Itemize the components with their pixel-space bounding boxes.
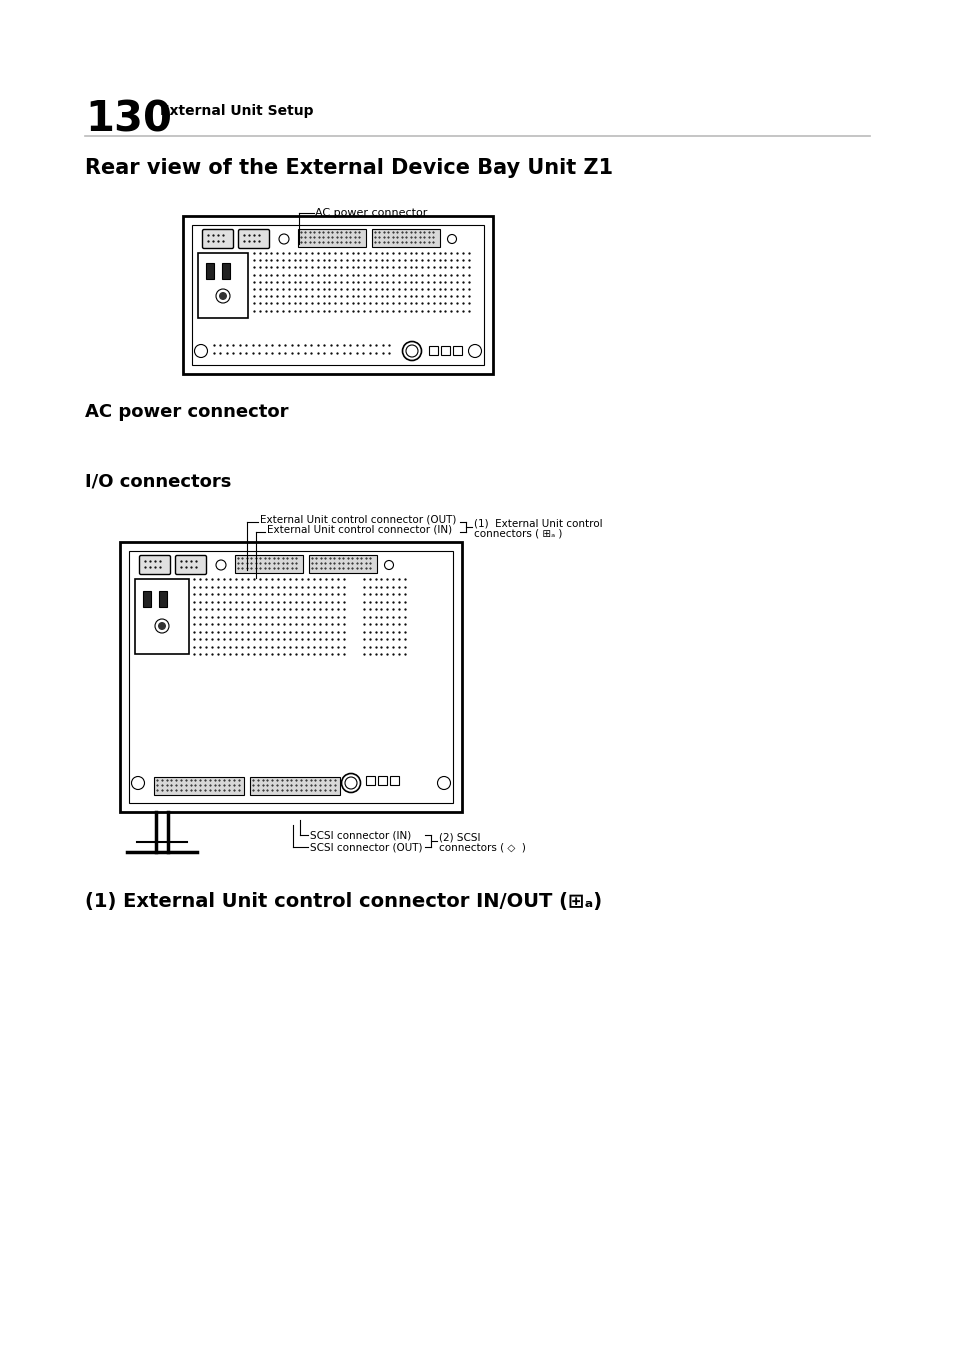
Circle shape — [215, 289, 230, 303]
FancyBboxPatch shape — [238, 230, 269, 249]
Bar — [372, 230, 439, 247]
Circle shape — [437, 777, 450, 789]
Bar — [297, 230, 366, 247]
Text: External Unit control connector (OUT): External Unit control connector (OUT) — [260, 515, 456, 526]
Bar — [366, 775, 375, 785]
Circle shape — [341, 774, 360, 793]
Circle shape — [154, 619, 169, 634]
FancyBboxPatch shape — [202, 230, 233, 249]
Bar — [440, 346, 450, 355]
Bar — [250, 777, 339, 794]
Bar — [206, 263, 213, 280]
Bar — [129, 551, 453, 802]
Text: AC power connector: AC power connector — [314, 208, 427, 218]
Bar — [453, 346, 461, 355]
Circle shape — [278, 234, 289, 245]
Circle shape — [158, 621, 166, 630]
Bar — [192, 226, 483, 365]
Text: (2) SCSI: (2) SCSI — [438, 832, 480, 842]
Text: AC power connector: AC power connector — [85, 403, 288, 422]
Text: External Unit Setup: External Unit Setup — [160, 104, 314, 118]
Bar — [429, 346, 437, 355]
Bar — [120, 542, 461, 812]
Bar — [159, 590, 167, 607]
Circle shape — [215, 561, 226, 570]
Bar — [377, 775, 387, 785]
Text: (1) External Unit control connector IN/OUT (⊞ₐ): (1) External Unit control connector IN/O… — [85, 892, 601, 911]
Circle shape — [194, 345, 208, 358]
Bar — [390, 775, 398, 785]
Text: connectors ( ⊞ₐ ): connectors ( ⊞ₐ ) — [474, 528, 561, 538]
Text: connectors ( ◇  ): connectors ( ◇ ) — [438, 843, 525, 852]
Text: External Unit control connector (IN): External Unit control connector (IN) — [267, 526, 452, 535]
Bar — [222, 263, 230, 280]
Bar — [143, 590, 151, 607]
Circle shape — [402, 342, 421, 361]
Bar — [309, 555, 376, 573]
Bar — [183, 216, 493, 374]
FancyBboxPatch shape — [139, 555, 171, 574]
FancyBboxPatch shape — [175, 555, 206, 574]
FancyBboxPatch shape — [198, 253, 248, 317]
Text: 130: 130 — [85, 99, 172, 141]
Text: Rear view of the External Device Bay Unit Z1: Rear view of the External Device Bay Uni… — [85, 158, 613, 178]
Circle shape — [132, 777, 144, 789]
Text: (1)  External Unit control: (1) External Unit control — [474, 517, 602, 528]
Circle shape — [345, 777, 356, 789]
Circle shape — [447, 235, 456, 243]
Circle shape — [468, 345, 481, 358]
Circle shape — [406, 345, 417, 357]
Bar — [234, 555, 303, 573]
Text: SCSI connector (OUT): SCSI connector (OUT) — [310, 842, 422, 852]
Text: I/O connectors: I/O connectors — [85, 471, 232, 490]
Text: SCSI connector (IN): SCSI connector (IN) — [310, 830, 411, 840]
Bar — [153, 777, 244, 794]
FancyBboxPatch shape — [135, 580, 189, 654]
Circle shape — [219, 292, 227, 300]
Circle shape — [384, 561, 393, 570]
